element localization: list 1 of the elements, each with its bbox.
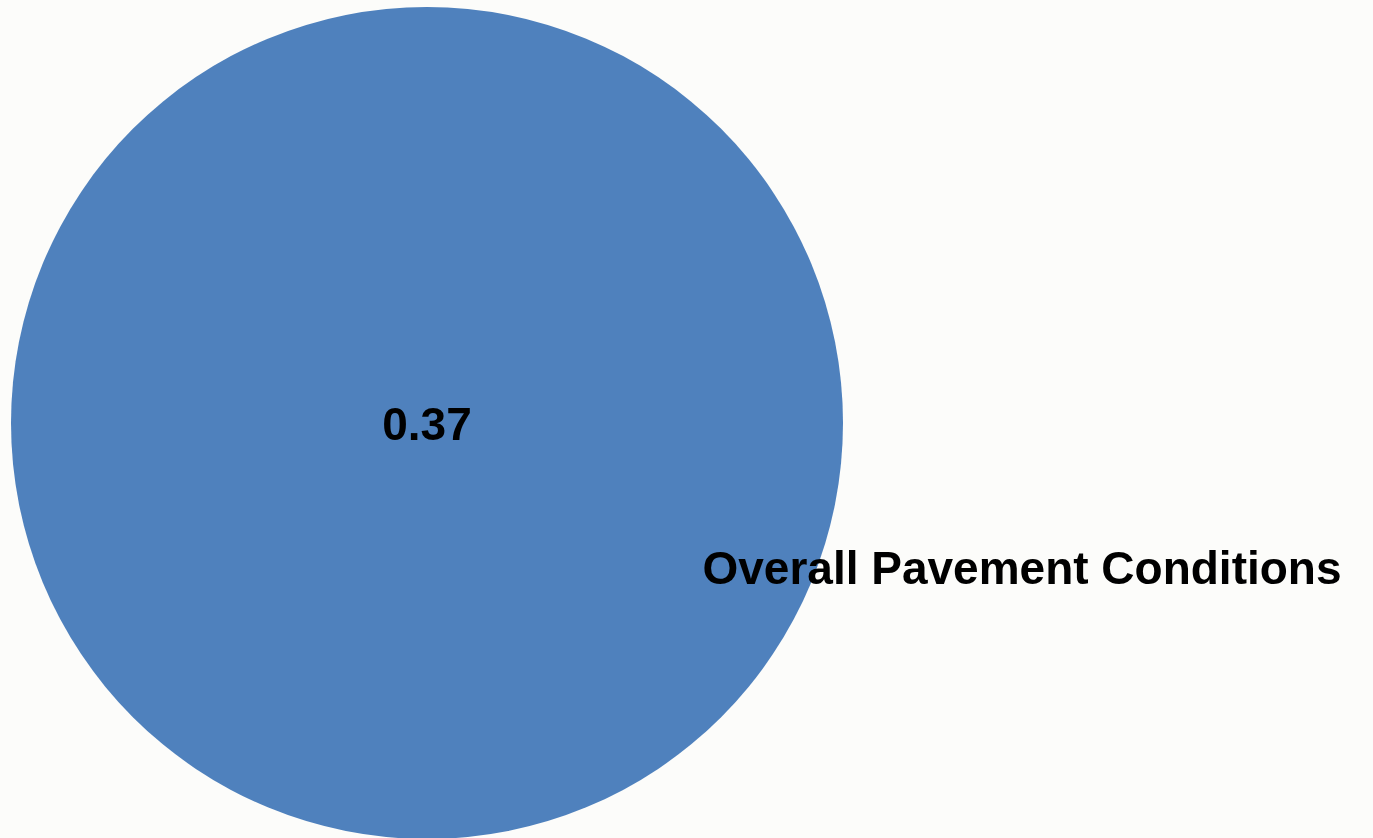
- data-label: 0.37: [382, 398, 472, 450]
